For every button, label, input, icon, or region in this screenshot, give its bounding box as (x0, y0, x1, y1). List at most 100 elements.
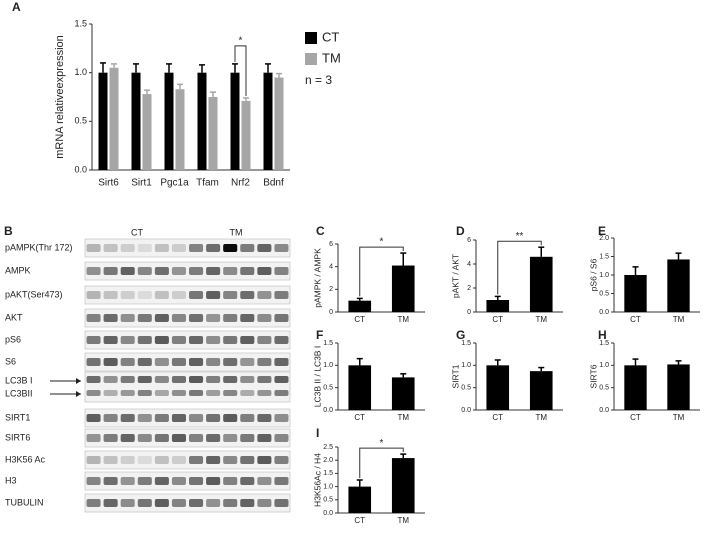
blot-band (206, 456, 221, 464)
blot-band (274, 434, 289, 442)
blot-band (240, 376, 255, 383)
significance-bracket (497, 240, 542, 295)
y-axis-label: pS6 / S6 (588, 258, 598, 291)
blot-band (223, 358, 238, 366)
blot-band (189, 376, 204, 383)
blot-strip (84, 450, 291, 470)
blot-band (257, 434, 272, 442)
blot-band (274, 358, 289, 366)
blot-band (240, 291, 255, 299)
blot-band (171, 434, 186, 442)
blot-band (154, 477, 169, 485)
blot-band (154, 414, 169, 422)
bar (348, 300, 372, 312)
blot-band (103, 314, 118, 322)
x-tick-label: CT (354, 413, 365, 422)
significance-bracket (359, 246, 404, 297)
legend-swatch (305, 32, 317, 44)
bar (624, 365, 647, 410)
blot-strip (84, 238, 291, 258)
blot-band (274, 390, 289, 396)
y-tick-label: 1.5 (461, 340, 471, 347)
blot-band (223, 477, 238, 485)
blot-row-label: pAKT(Ser473) (5, 289, 63, 299)
blot-band (223, 390, 238, 396)
x-tick-label: Bdnf (263, 178, 284, 189)
bar (175, 89, 185, 170)
blot-band (274, 244, 289, 252)
blot-band (154, 358, 169, 366)
blot-band (240, 358, 255, 366)
y-tick-label: 0.0 (461, 407, 471, 414)
y-tick-label: 0.0 (599, 309, 609, 316)
blot-band (86, 336, 101, 344)
blot-band (257, 477, 272, 485)
arrow-head (76, 391, 81, 397)
blot-band (274, 499, 289, 507)
blot-band (223, 414, 238, 422)
blot-band (171, 291, 186, 299)
blot-strip (84, 352, 291, 372)
panel-letter: G (456, 328, 465, 342)
panel-letter: I (316, 426, 319, 440)
blot-band (257, 267, 272, 275)
blot-band (154, 376, 169, 383)
blot-band (189, 456, 204, 464)
x-tick-label: Pgc1a (160, 178, 189, 189)
blot-band (171, 477, 186, 485)
blot-band (257, 376, 272, 383)
blot-row-label: SIRT6 (5, 432, 30, 442)
blot-strip (84, 493, 291, 513)
blot-band (189, 291, 204, 299)
blot-band (103, 336, 118, 344)
blot-band (189, 244, 204, 252)
blot-band (154, 267, 169, 275)
x-tick-label: CT (630, 413, 641, 422)
legend-label: CT (322, 29, 339, 44)
blot-band (120, 291, 135, 299)
blot-band (274, 267, 289, 275)
y-tick-label: 0.5 (323, 385, 333, 392)
x-tick-label: TM (397, 413, 409, 422)
group-label: TM (230, 227, 243, 237)
blot-band (240, 244, 255, 252)
blot-band (171, 414, 186, 422)
y-axis-label: pAMPK / AMPK (312, 248, 322, 308)
y-axis-label: mRNA relativeexpression (54, 35, 66, 159)
y-tick-label: 1.0 (323, 362, 333, 369)
y-tick-label: 2 (467, 285, 471, 292)
blot-band (120, 244, 135, 252)
x-tick-label: TM (397, 315, 409, 324)
y-tick-label: 6 (329, 241, 333, 248)
blot-row-label: S6 (5, 356, 16, 366)
bar (667, 259, 690, 312)
blot-strip (84, 308, 291, 328)
bar (197, 72, 207, 170)
blot-band (274, 314, 289, 322)
blot-band (137, 376, 152, 383)
y-tick-label: 1.5 (599, 340, 609, 347)
y-tick-label: 2.0 (599, 235, 609, 242)
blot-band (154, 434, 169, 442)
blot-band (86, 434, 101, 442)
blot-row-label: pAMPK(Thr 172) (5, 242, 73, 252)
blot-band (154, 314, 169, 322)
bar (98, 72, 108, 170)
blot-band (154, 336, 169, 344)
blot-band (240, 456, 255, 464)
blot-band (171, 358, 186, 366)
blot-band (137, 434, 152, 442)
blot-row-label: pS6 (5, 334, 21, 344)
blot-band (86, 267, 101, 275)
blot-band (120, 314, 135, 322)
blot-band (137, 414, 152, 422)
blot-row-label: TUBULIN (5, 497, 44, 507)
blot-band (206, 291, 221, 299)
panel-letter: C (316, 224, 325, 238)
blot-band (223, 336, 238, 344)
y-tick-label: 0.5 (323, 497, 333, 504)
blot-band (103, 358, 118, 366)
blot-band (86, 358, 101, 366)
bar (348, 365, 372, 410)
